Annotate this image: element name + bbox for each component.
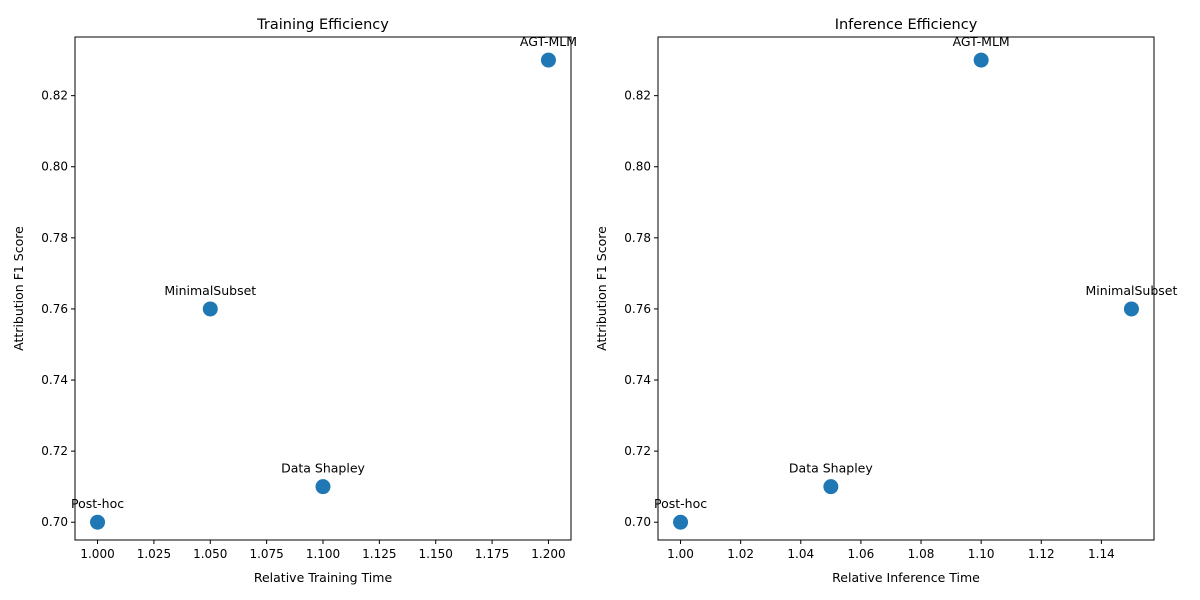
- y-tick-label: 0.78: [41, 231, 68, 245]
- data-point: [202, 301, 218, 317]
- x-tick-label: 1.200: [531, 547, 565, 561]
- x-axis-label: Relative Training Time: [254, 570, 393, 585]
- y-tick-label: 0.76: [624, 302, 651, 316]
- y-tick-label: 0.72: [624, 444, 651, 458]
- point-label: AGT-MLM: [520, 34, 577, 49]
- x-tick-label: 1.14: [1088, 547, 1115, 561]
- point-label: AGT-MLM: [953, 34, 1010, 49]
- data-point: [540, 52, 556, 68]
- y-tick-label: 0.78: [624, 231, 651, 245]
- chart-title: Inference Efficiency: [835, 17, 978, 33]
- y-axis-label: Attribution F1 Score: [594, 226, 609, 351]
- x-tick-label: 1.025: [137, 547, 171, 561]
- y-tick-label: 0.80: [624, 160, 651, 174]
- point-label: MinimalSubset: [164, 283, 256, 298]
- data-point: [315, 479, 331, 495]
- x-tick-label: 1.02: [727, 547, 754, 561]
- x-tick-label: 1.075: [249, 547, 283, 561]
- x-tick-label: 1.125: [362, 547, 396, 561]
- y-tick-label: 0.74: [41, 373, 68, 387]
- data-point: [90, 514, 106, 530]
- y-tick-label: 0.76: [41, 302, 68, 316]
- data-point: [1123, 301, 1139, 317]
- point-label: Data Shapley: [789, 461, 873, 476]
- x-tick-label: 1.04: [787, 547, 814, 561]
- x-tick-label: 1.00: [667, 547, 694, 561]
- point-label: MinimalSubset: [1086, 283, 1178, 298]
- x-tick-label: 1.10: [968, 547, 995, 561]
- data-point: [823, 479, 839, 495]
- x-tick-label: 1.000: [80, 547, 114, 561]
- chart-panel-2: Inference Efficiency 1.00 1.02 1.04 1.06 1.08…: [594, 17, 1177, 585]
- x-tick-label: 1.050: [193, 547, 227, 561]
- point-label: Post-hoc: [71, 496, 124, 511]
- y-tick-label: 0.82: [41, 89, 68, 103]
- x-tick-label: 1.12: [1028, 547, 1055, 561]
- plot-frame: [657, 36, 1155, 541]
- y-tick-label: 0.82: [624, 89, 651, 103]
- y-tick-label: 0.70: [624, 515, 651, 529]
- point-label: Post-hoc: [654, 496, 707, 511]
- y-tick-label: 0.70: [41, 515, 68, 529]
- x-tick-label: 1.100: [306, 547, 340, 561]
- x-tick-label: 1.06: [848, 547, 875, 561]
- x-tick-label: 1.175: [475, 547, 509, 561]
- point-label: Data Shapley: [281, 461, 365, 476]
- data-point: [973, 52, 989, 68]
- y-tick-label: 0.74: [624, 373, 651, 387]
- chart-panel-1: Training Efficiency 1.000 1.025 1.050 1.075 1…: [11, 17, 577, 585]
- x-tick-label: 1.150: [419, 547, 453, 561]
- y-tick-label: 0.72: [41, 444, 68, 458]
- y-axis-label: Attribution F1 Score: [11, 226, 26, 351]
- y-tick-label: 0.80: [41, 160, 68, 174]
- x-axis-label: Relative Inference Time: [832, 570, 980, 585]
- data-point: [673, 514, 689, 530]
- x-tick-label: 1.08: [908, 547, 935, 561]
- chart-title: Training Efficiency: [256, 17, 389, 33]
